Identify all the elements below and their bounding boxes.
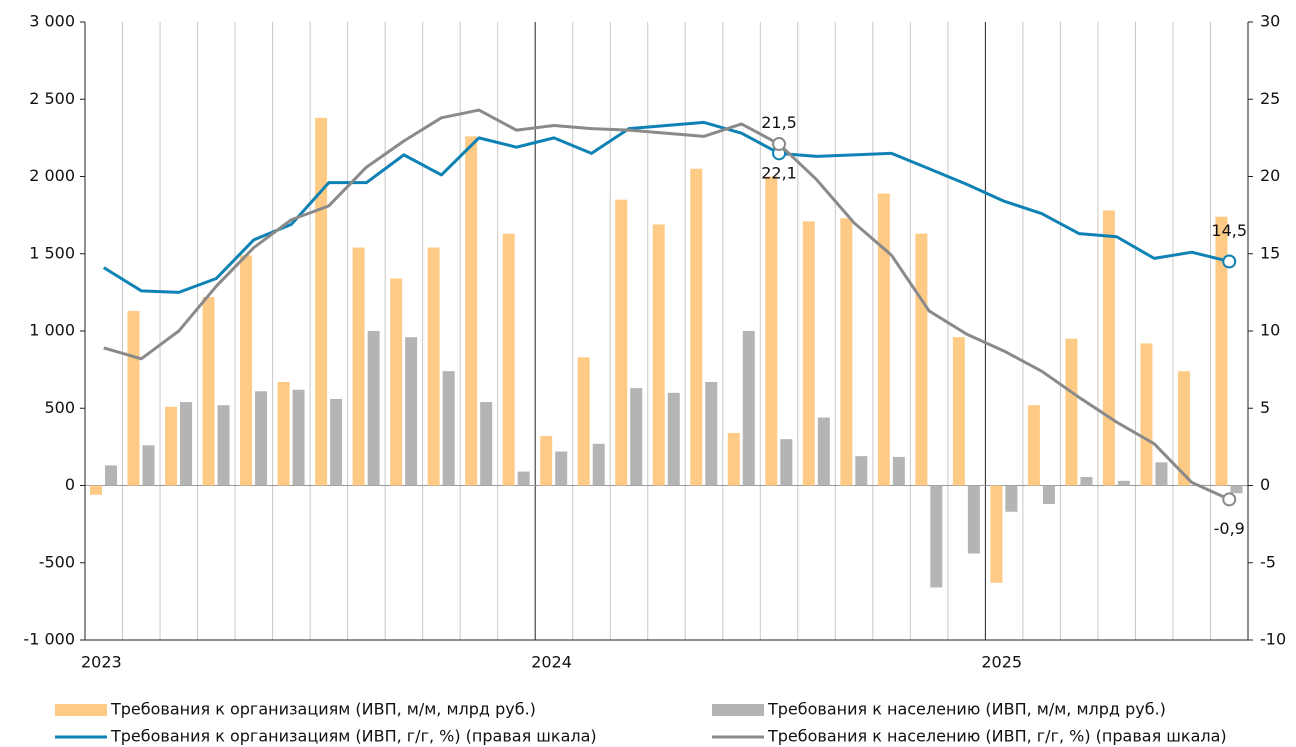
bar — [765, 176, 778, 486]
line — [103, 108, 1230, 501]
bar — [202, 297, 215, 486]
y-tick-label: 2 500 — [29, 89, 75, 108]
y-tick-label: 3 000 — [29, 12, 75, 31]
bar — [915, 233, 928, 486]
bar — [540, 436, 553, 486]
y2-tick-label: 10 — [1260, 321, 1280, 340]
y2-tick-label: 15 — [1260, 243, 1280, 262]
y2-tick-label: 20 — [1260, 166, 1280, 185]
bar — [690, 168, 703, 486]
point-marker — [1222, 492, 1237, 507]
legend-swatch — [712, 704, 764, 716]
bar — [667, 392, 680, 486]
y2-tick-label: -10 — [1260, 630, 1286, 649]
bar — [165, 406, 178, 486]
bar — [855, 456, 868, 486]
bar — [877, 193, 890, 486]
bar — [427, 247, 440, 486]
y2-tick-label: -5 — [1260, 552, 1276, 571]
y2-tick-label: 25 — [1260, 89, 1280, 108]
data-label: -0,9 — [1214, 519, 1245, 538]
y2-tick-label: 5 — [1260, 398, 1270, 417]
legend-label: Требования к населению (ИВП, г/г, %) (пр… — [767, 727, 1227, 746]
bar — [502, 233, 515, 486]
data-label: 14,5 — [1211, 221, 1247, 240]
x-tick-label: 2024 — [531, 653, 572, 672]
bar — [1102, 210, 1115, 486]
bar — [142, 445, 155, 486]
bar — [1065, 338, 1078, 486]
bar — [352, 247, 365, 486]
y-tick-label: -1 000 — [23, 630, 75, 649]
bar — [292, 389, 305, 486]
bar — [480, 402, 493, 486]
x-tick-label: 2025 — [981, 653, 1022, 672]
bar — [892, 456, 905, 486]
bar — [367, 331, 380, 486]
bar — [802, 221, 815, 486]
bar — [727, 432, 740, 486]
y2-tick-label: 0 — [1260, 475, 1270, 494]
bar — [105, 465, 117, 486]
bar — [952, 337, 965, 486]
data-label: 21,5 — [761, 113, 797, 132]
bar — [465, 136, 478, 486]
bar — [780, 439, 793, 486]
point-marker — [772, 137, 787, 152]
y-tick-label: 1 500 — [29, 243, 75, 262]
y-tick-label: -500 — [39, 552, 75, 571]
bar — [1215, 216, 1228, 486]
legend-label: Требования к организациям (ИВП, г/г, %) … — [110, 727, 597, 746]
y-tick-label: 2 000 — [29, 166, 75, 185]
bar — [517, 471, 530, 486]
bar — [652, 224, 665, 486]
bar — [1155, 462, 1168, 486]
bar — [315, 117, 328, 486]
bar — [217, 405, 230, 486]
bar — [240, 255, 253, 486]
bar — [555, 451, 568, 486]
bar — [592, 443, 605, 486]
bar — [577, 357, 590, 486]
bar — [705, 381, 718, 486]
x-tick-label: 2023 — [81, 653, 122, 672]
bar — [615, 199, 628, 486]
bar — [1177, 371, 1190, 486]
bar — [990, 485, 1003, 583]
legend-label: Требования к населению (ИВП, м/м, млрд р… — [767, 700, 1166, 719]
legend-swatch — [55, 704, 107, 716]
bar — [255, 391, 268, 486]
data-label: 22,1 — [761, 164, 797, 183]
bar — [390, 278, 403, 486]
bar — [1042, 485, 1055, 505]
bar — [180, 402, 193, 486]
bar — [1005, 485, 1018, 512]
bar — [277, 381, 290, 486]
bar — [1080, 477, 1093, 486]
bar — [967, 485, 980, 554]
y2-tick-label: 30 — [1260, 12, 1280, 31]
y-tick-label: 500 — [44, 398, 75, 417]
line — [102, 120, 1230, 294]
bar — [840, 218, 853, 486]
y-tick-label: 1 000 — [29, 321, 75, 340]
bar — [742, 331, 755, 486]
legend-label: Требования к организациям (ИВП, м/м, млр… — [110, 700, 536, 719]
bar — [1230, 485, 1243, 494]
bar — [1027, 405, 1040, 486]
point-marker — [1222, 254, 1237, 269]
bar — [1140, 343, 1153, 486]
bar — [1117, 480, 1130, 486]
bar — [930, 485, 943, 588]
bar — [90, 485, 102, 495]
bar — [442, 371, 455, 486]
bar — [127, 310, 140, 486]
bar — [405, 337, 418, 486]
y-tick-label: 0 — [65, 475, 75, 494]
bar — [330, 398, 343, 486]
bar — [817, 417, 830, 486]
bar — [630, 388, 643, 486]
